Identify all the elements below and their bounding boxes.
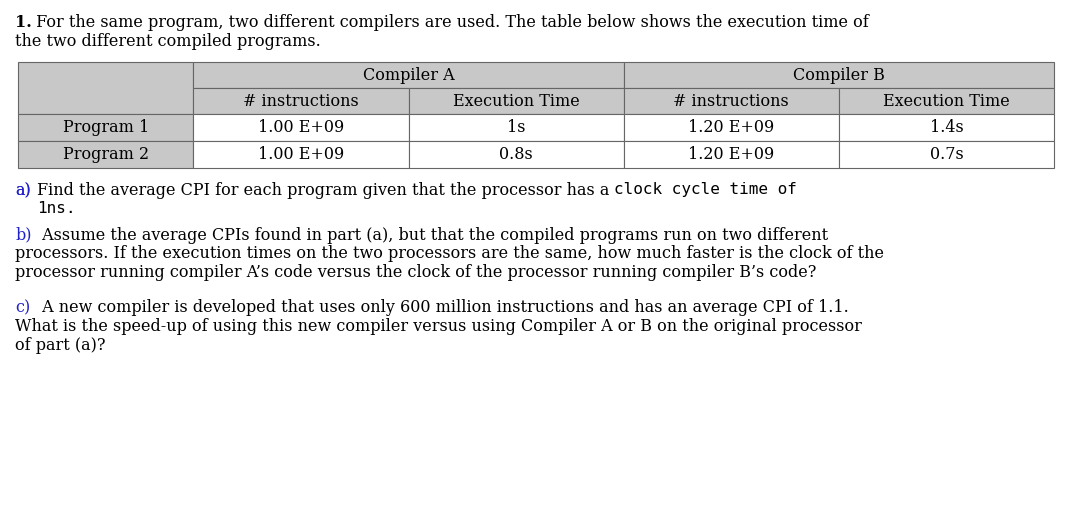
Text: A new compiler is developed that uses only 600 million instructions and has an a: A new compiler is developed that uses on…	[38, 299, 849, 316]
Text: 1.20 E+09: 1.20 E+09	[688, 119, 774, 136]
Text: b): b)	[15, 227, 31, 243]
Text: 1.20 E+09: 1.20 E+09	[688, 146, 774, 163]
Text: Execution Time: Execution Time	[883, 93, 1010, 109]
Text: Find the average CPI for each program given that the processor has a: Find the average CPI for each program gi…	[38, 182, 614, 199]
Text: of part (a)?: of part (a)?	[15, 337, 105, 354]
Text: Assume the average CPIs found in part (a), but that the compiled programs run on: Assume the average CPIs found in part (a…	[38, 227, 829, 243]
Text: a): a)	[15, 182, 31, 199]
Text: # instructions: # instructions	[673, 93, 789, 109]
Bar	[194, 141, 408, 168]
Bar	[408, 114, 624, 141]
Text: clock cycle time of: clock cycle time of	[614, 182, 798, 197]
Text: Program 2: Program 2	[62, 146, 149, 163]
Bar	[839, 114, 1054, 141]
Bar	[624, 114, 839, 141]
Text: # instructions: # instructions	[243, 93, 359, 109]
Text: Execution Time: Execution Time	[452, 93, 580, 109]
Text: 1.: 1.	[15, 14, 32, 31]
Text: 1.00 E+09: 1.00 E+09	[258, 146, 344, 163]
Text: processors. If the execution times on the two processors are the same, how much : processors. If the execution times on th…	[15, 246, 884, 262]
Bar	[18, 114, 194, 141]
Bar	[194, 88, 408, 114]
Bar	[194, 114, 408, 141]
Text: 1ns.: 1ns.	[38, 200, 75, 215]
Bar	[194, 62, 624, 88]
Text: a): a)	[15, 182, 31, 199]
Bar	[18, 141, 194, 168]
Bar	[408, 88, 624, 114]
Text: 0.8s: 0.8s	[500, 146, 533, 163]
Text: 0.7s: 0.7s	[929, 146, 964, 163]
Text: What is the speed-up of using this new compiler versus using Compiler A or B on : What is the speed-up of using this new c…	[15, 318, 862, 335]
Bar	[624, 88, 839, 114]
Bar	[839, 141, 1054, 168]
Text: Program 1: Program 1	[62, 119, 149, 136]
Text: 1.4s: 1.4s	[929, 119, 964, 136]
Bar	[624, 62, 1054, 88]
Text: 1.00 E+09: 1.00 E+09	[258, 119, 344, 136]
Bar	[624, 141, 839, 168]
Bar	[408, 141, 624, 168]
Text: Compiler A: Compiler A	[362, 66, 455, 83]
Bar	[18, 62, 194, 114]
Text: 1s: 1s	[507, 119, 525, 136]
Text: For the same program, two different compilers are used. The table below shows th: For the same program, two different comp…	[31, 14, 868, 31]
Text: processor running compiler A’s code versus the clock of the processor running co: processor running compiler A’s code vers…	[15, 264, 817, 281]
Text: the two different compiled programs.: the two different compiled programs.	[15, 33, 321, 50]
Text: c): c)	[15, 299, 30, 316]
Text: Compiler B: Compiler B	[793, 66, 884, 83]
Bar	[839, 88, 1054, 114]
